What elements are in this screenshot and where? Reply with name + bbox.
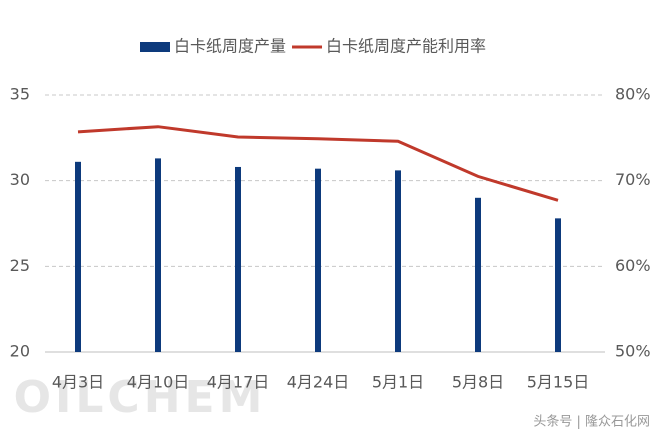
bar	[475, 197, 481, 352]
legend-label: 白卡纸周度产能利用率	[326, 37, 486, 56]
bar	[395, 170, 401, 352]
x-tick-label: 5月1日	[372, 373, 424, 392]
watermark: 头条号 | 隆众石化网	[533, 414, 650, 430]
bar	[315, 168, 321, 352]
y-tick-label: 25	[10, 256, 30, 275]
bar	[555, 218, 561, 352]
bar	[75, 161, 81, 352]
y2-tick-label: 70%	[615, 170, 651, 189]
y2-tick-label: 80%	[615, 85, 651, 104]
y2-tick-label: 60%	[615, 256, 651, 275]
x-tick-label: 4月10日	[127, 373, 190, 392]
legend-label: 白卡纸周度产量	[174, 37, 286, 56]
x-tick-label: 5月8日	[452, 373, 504, 392]
y2-tick-label: 50%	[615, 342, 651, 361]
y-tick-label: 30	[10, 170, 30, 189]
bar	[235, 166, 241, 352]
line	[77, 125, 559, 202]
y-tick-label: 20	[10, 342, 30, 361]
bar	[155, 158, 161, 352]
y-tick-label: 35	[10, 85, 30, 104]
watermark: OILCHEM	[14, 372, 267, 423]
x-tick-label: 5月15日	[527, 373, 590, 392]
x-tick-label: 4月3日	[52, 373, 104, 392]
legend-swatch	[140, 42, 170, 52]
x-tick-label: 4月17日	[207, 373, 270, 392]
x-tick-label: 4月24日	[287, 373, 350, 392]
